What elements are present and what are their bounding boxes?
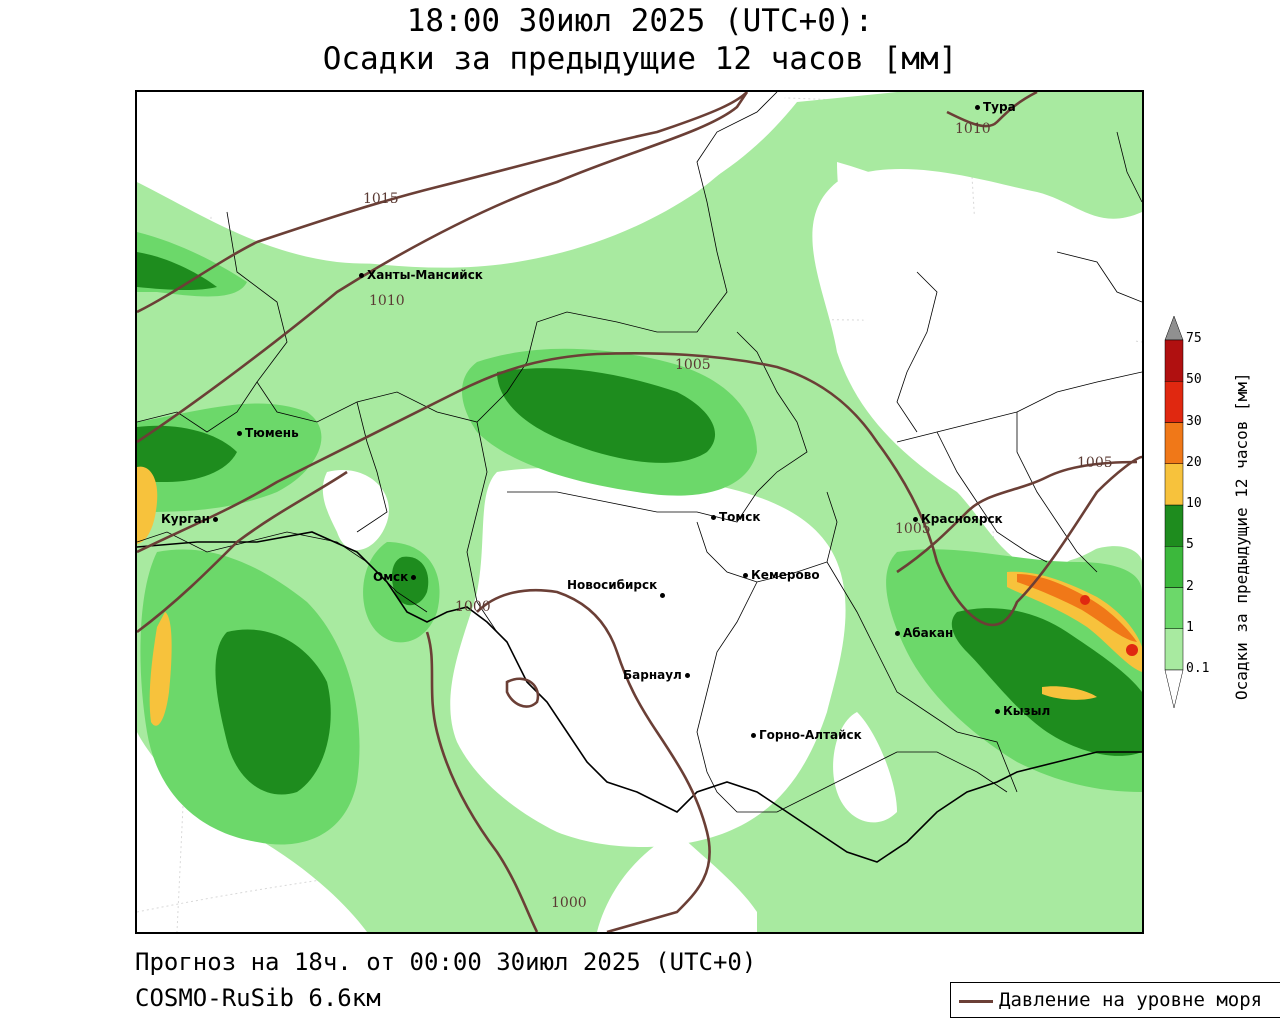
colorbar-title: Осадки за предыдущие 12 часов [мм] bbox=[1232, 372, 1251, 700]
isobar-label: 1000 bbox=[455, 599, 491, 615]
city-abakan: Абакан bbox=[895, 626, 953, 640]
colorbar-segment bbox=[1164, 463, 1184, 506]
city-marker-icon bbox=[751, 733, 756, 738]
precipitation-map: Тура Ханты-Мансийск Тюмень Курган Омск Т… bbox=[135, 90, 1144, 934]
pressure-legend: Давление на уровне моря bbox=[950, 982, 1280, 1018]
state-border bbox=[137, 531, 1142, 863]
colorbar-tick-label: 2 bbox=[1186, 578, 1194, 594]
colorbar-tick-label: 0.1 bbox=[1186, 661, 1210, 676]
city-omsk: Омск bbox=[373, 570, 419, 584]
city-marker-icon bbox=[711, 515, 716, 520]
colorbar-segment bbox=[1164, 422, 1184, 464]
colorbar-tick-label: 10 bbox=[1186, 496, 1202, 511]
colorbar-segments bbox=[1164, 339, 1184, 671]
city-marker-icon bbox=[913, 517, 918, 522]
pressure-legend-label: Давление на уровне моря bbox=[999, 989, 1263, 1011]
colorbar-segment bbox=[1164, 587, 1184, 629]
isobar-label: 1005 bbox=[895, 521, 931, 537]
city-marker-icon bbox=[743, 573, 748, 578]
model-name: COSMO-RuSib 6.6км bbox=[135, 984, 381, 1012]
map-subtitle: Осадки за предыдущие 12 часов [мм] bbox=[322, 41, 958, 77]
colorbar-segment bbox=[1164, 339, 1184, 382]
isobar-label: 1010 bbox=[369, 293, 405, 309]
city-marker-icon bbox=[995, 709, 1000, 714]
city-tyumen: Тюмень bbox=[237, 426, 299, 440]
colorbar-segment bbox=[1164, 546, 1184, 588]
colorbar-top-arrow bbox=[1164, 316, 1184, 341]
precip-extreme bbox=[137, 466, 1142, 726]
colorbar-segment bbox=[1164, 628, 1184, 671]
isobar-label: 1000 bbox=[551, 895, 587, 911]
isobar-label: 1010 bbox=[955, 121, 991, 137]
colorbar-segment bbox=[1164, 504, 1184, 547]
city-novosibirsk: Новосибирск bbox=[567, 578, 668, 598]
city-marker-icon bbox=[660, 593, 666, 598]
forecast-info: Прогноз на 18ч. от 00:00 30июл 2025 (UTC… bbox=[135, 948, 757, 976]
city-kurgan: Курган bbox=[161, 512, 221, 526]
city-kemerovo: Кемерово bbox=[743, 568, 820, 582]
isobar-label: 1015 bbox=[363, 191, 399, 207]
city-tura: Тура bbox=[975, 100, 1016, 114]
city-marker-icon bbox=[359, 273, 364, 278]
colorbar-tick-label: 20 bbox=[1186, 454, 1202, 470]
city-kyzyl: Кызыл bbox=[995, 704, 1050, 718]
colorbar-tick-label: 75 bbox=[1186, 331, 1202, 346]
map-title: 18:00 30июл 2025 (UTC+0): bbox=[406, 3, 874, 39]
colorbar-segment bbox=[1164, 381, 1184, 423]
map-canvas bbox=[137, 92, 1142, 932]
city-tomsk: Томск bbox=[711, 510, 761, 524]
city-marker-icon bbox=[237, 431, 242, 436]
colorbar-tick-label: 50 bbox=[1186, 372, 1202, 388]
colorbar bbox=[1164, 316, 1184, 709]
city-marker-icon bbox=[895, 631, 900, 636]
isobar-label: 1005 bbox=[1077, 455, 1113, 471]
city-marker-icon bbox=[212, 517, 218, 522]
city-gorno-altaysk: Горно-Алтайск bbox=[751, 728, 862, 742]
isobars bbox=[137, 92, 1142, 932]
city-marker-icon bbox=[975, 105, 980, 110]
isobar-line-sample bbox=[959, 1000, 993, 1003]
city-khanty-mansiysk: Ханты-Мансийск bbox=[359, 268, 483, 282]
city-marker-icon bbox=[684, 673, 690, 678]
colorbar-tick-label: 30 bbox=[1186, 413, 1202, 429]
isobar-label: 1005 bbox=[675, 357, 711, 373]
precip-heavy bbox=[137, 252, 1142, 795]
colorbar-tick-label: 5 bbox=[1186, 537, 1194, 553]
city-marker-icon bbox=[411, 575, 417, 580]
city-krasnoyarsk: Красноярск bbox=[913, 512, 1003, 526]
colorbar-bottom-arrow bbox=[1164, 669, 1184, 709]
city-barnaul: Барнаул bbox=[623, 668, 693, 682]
colorbar-tick-label: 1 bbox=[1186, 619, 1194, 635]
